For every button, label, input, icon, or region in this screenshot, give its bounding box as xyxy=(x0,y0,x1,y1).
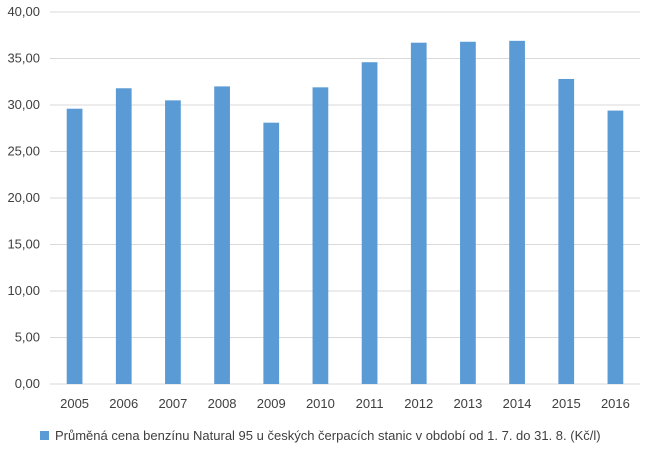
plot-area: 0,00 5,00 10,00 15,00 20,00 25,00 30,00 35,00 40… xyxy=(7,4,640,411)
x-tick-label: 2015 xyxy=(552,396,581,411)
x-tick-label: 2016 xyxy=(601,396,630,411)
x-tick-label: 2010 xyxy=(306,396,335,411)
bar-2008 xyxy=(214,86,230,385)
x-tick-label: 2011 xyxy=(356,396,384,411)
x-tick-label: 2006 xyxy=(109,396,138,411)
bar-2005 xyxy=(66,108,83,384)
bar-2013 xyxy=(460,41,476,384)
y-tick-label: 35,00 xyxy=(7,51,40,66)
y-tick-label: 10,00 xyxy=(7,283,40,298)
bar-2006 xyxy=(115,88,132,384)
x-tick-label: 2007 xyxy=(158,396,187,411)
bar-2016 xyxy=(607,110,624,384)
bar-2014 xyxy=(509,40,525,385)
y-tick-label: 25,00 xyxy=(7,144,40,159)
legend-swatch xyxy=(40,431,49,440)
y-tick-label: 5,00 xyxy=(15,330,40,345)
legend: Průměná cena benzínu Natural 95 u českýc… xyxy=(40,428,601,443)
x-tick-label: 2012 xyxy=(404,396,433,411)
x-tick-label: 2013 xyxy=(453,396,482,411)
y-tick-label: 0,00 xyxy=(15,376,40,391)
y-tick-label: 30,00 xyxy=(7,97,40,112)
x-tick-label: 2014 xyxy=(503,396,532,411)
y-tick-label: 40,00 xyxy=(7,4,40,19)
bar-2010 xyxy=(312,87,329,384)
y-tick-label: 15,00 xyxy=(7,237,40,252)
y-tick-label: 20,00 xyxy=(7,190,40,205)
legend-label: Průměná cena benzínu Natural 95 u českýc… xyxy=(55,428,601,443)
bar-2009 xyxy=(263,122,280,385)
x-tick-label: 2008 xyxy=(208,396,237,411)
bar-2012 xyxy=(410,42,427,384)
bar-2007 xyxy=(165,100,181,384)
x-tick-label: 2009 xyxy=(257,396,286,411)
bar-2011 xyxy=(361,62,378,384)
x-tick-label: 2005 xyxy=(60,396,89,411)
bar-2015 xyxy=(558,78,575,385)
